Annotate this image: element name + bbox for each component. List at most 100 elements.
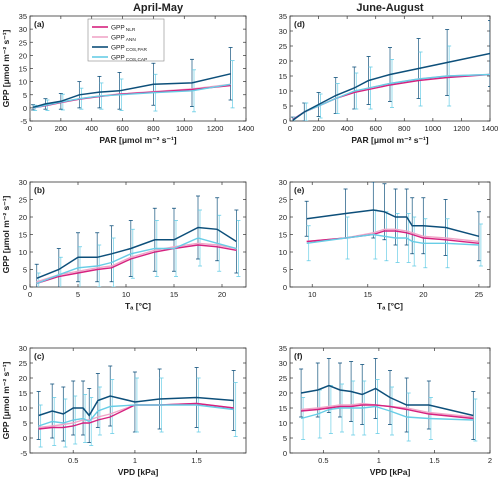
x-axis-label: PAR [μmol m⁻² s⁻¹] xyxy=(99,135,176,145)
panel-c: -5 0 5 10 15 20 25 30 0.5 1 1.5 VPD [kPa] GPP [μmol … xyxy=(1,344,247,477)
legend-box xyxy=(87,18,165,62)
x-tick-label: 600 xyxy=(116,124,129,133)
x-tick-label: 1000 xyxy=(425,124,442,133)
y-tick-label: 10 xyxy=(19,248,27,257)
y-tick-label: 35 xyxy=(279,344,287,353)
y-tick-label: 25 xyxy=(279,196,287,205)
column-title-left: April-May xyxy=(133,2,184,14)
x-tick-label: 0.5 xyxy=(68,456,78,465)
x-tick-label: 1200 xyxy=(207,124,224,133)
y-tick-label: -5 xyxy=(20,117,27,126)
series-line-cos_cap xyxy=(32,83,231,109)
series-line-cos_par xyxy=(300,384,474,417)
y-tick-label: 30 xyxy=(279,359,287,368)
y-tick-label: 5 xyxy=(283,434,287,443)
x-tick-label: 200 xyxy=(312,124,325,133)
y-tick-label: 5 xyxy=(283,266,287,275)
x-tick-label: 400 xyxy=(85,124,98,133)
series-group xyxy=(299,358,478,442)
series-line-cos_cap xyxy=(300,405,474,421)
y-tick-label: 5 xyxy=(23,91,27,100)
y-tick-label: 15 xyxy=(19,231,27,240)
legend-label: GPP xyxy=(111,25,125,32)
y-tick-label: 20 xyxy=(279,213,287,222)
y-tick-label: 0 xyxy=(283,283,287,292)
panel-f: 0 5 10 15 20 25 30 35 0.5 1 1.5 2 VPD [kPa] (f) xyxy=(279,344,492,477)
legend-label: GPP xyxy=(111,45,125,52)
x-tick-label: 10 xyxy=(308,290,316,299)
y-tick-label: 15 xyxy=(279,231,287,240)
y-tick-label: 15 xyxy=(279,404,287,413)
y-tick-label: 25 xyxy=(19,196,27,205)
x-tick-label: 200 xyxy=(55,124,68,133)
y-tick-label: 20 xyxy=(279,57,287,66)
y-tick-label: 25 xyxy=(19,359,27,368)
y-tick-label: 10 xyxy=(19,404,27,413)
y-tick-label: 0 xyxy=(23,283,27,292)
x-tick-label: 25 xyxy=(475,290,483,299)
panel-label: (a) xyxy=(34,19,45,29)
plot-area xyxy=(29,347,247,454)
x-tick-label: 600 xyxy=(369,124,382,133)
legend-label: GPP xyxy=(111,35,125,42)
y-tick-label: 5 xyxy=(283,102,287,111)
panel-b: 0 5 10 15 20 25 30 0 5 10 15 20 Tₐ [°C] GPP [μmol m⁻²… xyxy=(1,178,247,311)
legend-label: GPP xyxy=(111,55,125,62)
x-axis-label: Tₐ [°C] xyxy=(125,301,151,311)
series-line-cos_par xyxy=(292,52,490,121)
series-group xyxy=(34,195,241,287)
y-tick-label: 0 xyxy=(283,117,287,126)
y-tick-label: 30 xyxy=(279,27,287,36)
x-tick-label: 2 xyxy=(488,456,492,465)
y-tick-label: 15 xyxy=(279,72,287,81)
x-tick-label: 0.5 xyxy=(318,456,328,465)
x-axis-label: Tₐ [°C] xyxy=(377,301,403,311)
panel-label: (c) xyxy=(34,351,45,361)
series-line-cos_par xyxy=(36,226,237,279)
y-tick-label: 30 xyxy=(19,25,27,34)
y-tick-label: 35 xyxy=(19,12,27,21)
legend-entry: GPPCOS,CAP xyxy=(111,55,147,64)
y-tick-label: -5 xyxy=(20,449,27,458)
series-group xyxy=(290,20,490,121)
x-tick-label: 10 xyxy=(122,290,130,299)
panel-label: (f) xyxy=(294,351,303,361)
panel-e: 0 5 10 15 20 25 30 10 15 20 25 Tₐ [°C] (e) xyxy=(279,178,491,311)
x-tick-label: 0 xyxy=(288,124,292,133)
y-tick-label: 25 xyxy=(279,42,287,51)
series-group xyxy=(304,182,483,269)
y-tick-label: 30 xyxy=(19,344,27,353)
series-line-cos_cap xyxy=(36,237,237,285)
y-tick-label: 20 xyxy=(279,389,287,398)
plot-area xyxy=(289,181,491,288)
series-line-ann xyxy=(301,402,474,418)
y-tick-label: 30 xyxy=(19,178,27,187)
x-tick-label: 1.5 xyxy=(429,456,439,465)
series-group xyxy=(36,365,238,448)
y-tick-label: 20 xyxy=(19,213,27,222)
y-tick-label: 35 xyxy=(279,12,287,21)
panel-label: (b) xyxy=(34,185,45,195)
x-tick-label: 1400 xyxy=(482,124,499,133)
x-tick-label: 800 xyxy=(147,124,160,133)
y-axis-label: GPP [μmol m⁻² s⁻¹] xyxy=(1,361,11,439)
series-line-cos_par xyxy=(32,73,231,109)
y-tick-label: 5 xyxy=(23,266,27,275)
y-tick-label: 25 xyxy=(279,374,287,383)
series-line-cos_cap xyxy=(306,233,479,246)
x-tick-label: 1.5 xyxy=(191,456,201,465)
x-tick-label: 1000 xyxy=(176,124,193,133)
series-line-cos_par xyxy=(306,209,480,238)
series-line-ann xyxy=(306,228,479,243)
panel-label: (d) xyxy=(294,19,305,29)
legend-entry: GPPNLR xyxy=(111,25,136,34)
x-tick-label: 1200 xyxy=(453,124,470,133)
legend-entry: GPPCOS,PAR xyxy=(111,45,148,54)
y-tick-label: 10 xyxy=(279,419,287,428)
series-line-cos_par xyxy=(38,395,234,417)
legend-subscript: NLR xyxy=(126,27,136,33)
x-tick-label: 1 xyxy=(133,456,137,465)
x-tick-label: 0 xyxy=(28,290,32,299)
x-tick-label: 15 xyxy=(364,290,372,299)
